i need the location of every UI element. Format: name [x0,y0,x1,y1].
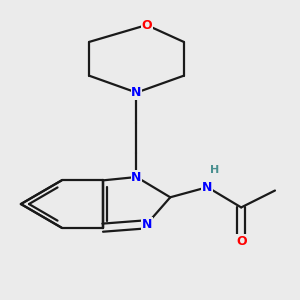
Text: O: O [141,19,152,32]
Text: O: O [236,235,247,248]
Text: N: N [141,218,152,231]
Text: N: N [131,86,142,99]
Text: N: N [202,181,213,194]
Text: H: H [209,165,219,175]
Text: N: N [131,170,142,184]
